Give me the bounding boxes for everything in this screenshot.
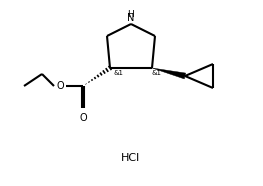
Text: HCl: HCl xyxy=(122,153,141,163)
Text: H: H xyxy=(128,10,134,19)
Text: O: O xyxy=(56,81,64,91)
Text: &1: &1 xyxy=(113,70,123,76)
Text: &1: &1 xyxy=(152,70,162,76)
Text: N: N xyxy=(127,13,135,23)
Polygon shape xyxy=(152,68,186,79)
Text: O: O xyxy=(79,113,87,123)
